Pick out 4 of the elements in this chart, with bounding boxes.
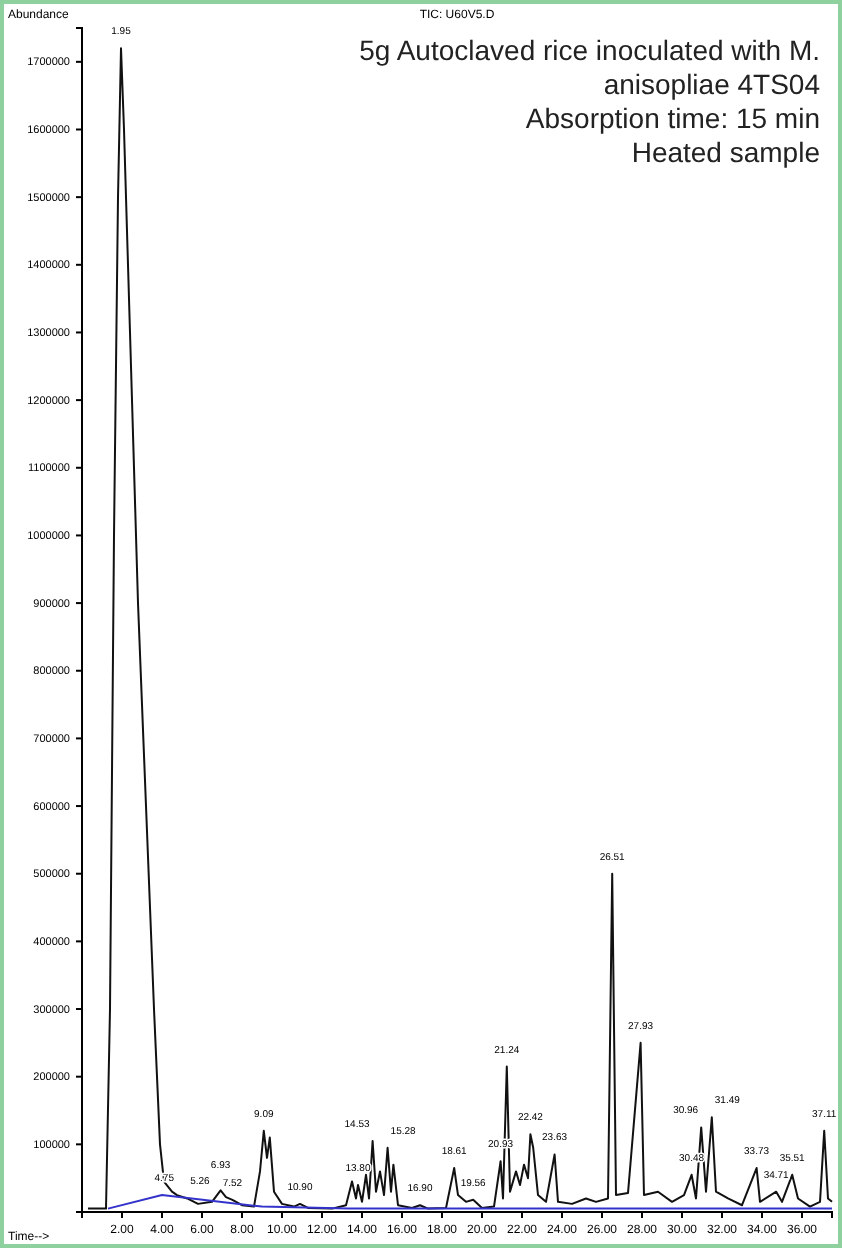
annotation: Heated sample xyxy=(631,136,821,168)
annotation: Absorption time: 15 min xyxy=(525,102,820,134)
annotation: 5g Autoclaved rice inoculated with M. xyxy=(359,34,820,66)
annotation: anisopliae 4TS04 xyxy=(603,68,821,100)
